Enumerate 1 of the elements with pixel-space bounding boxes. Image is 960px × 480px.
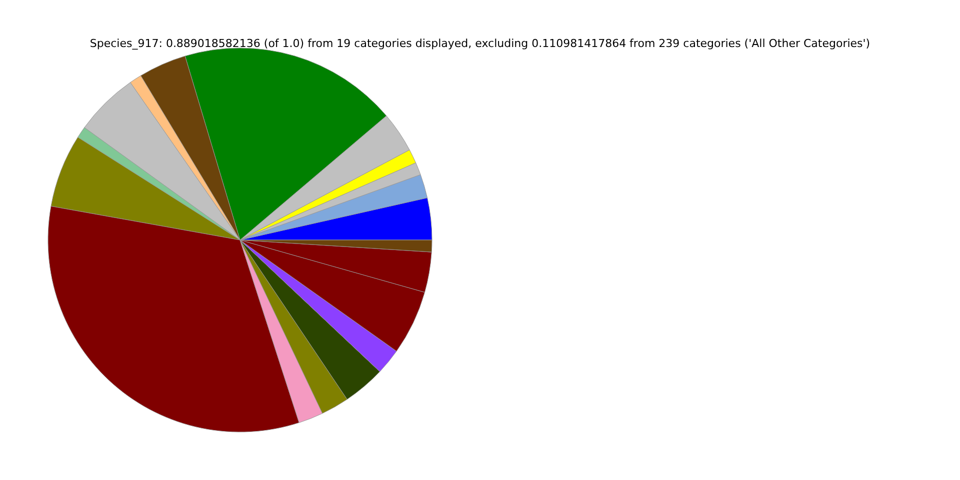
text: Species_917: 0.889018582136 (of 1.0) from 19 categories displayed, excluding 0.110981417864 from 239 categories ('All Other Categories') bbox=[90, 37, 870, 50]
